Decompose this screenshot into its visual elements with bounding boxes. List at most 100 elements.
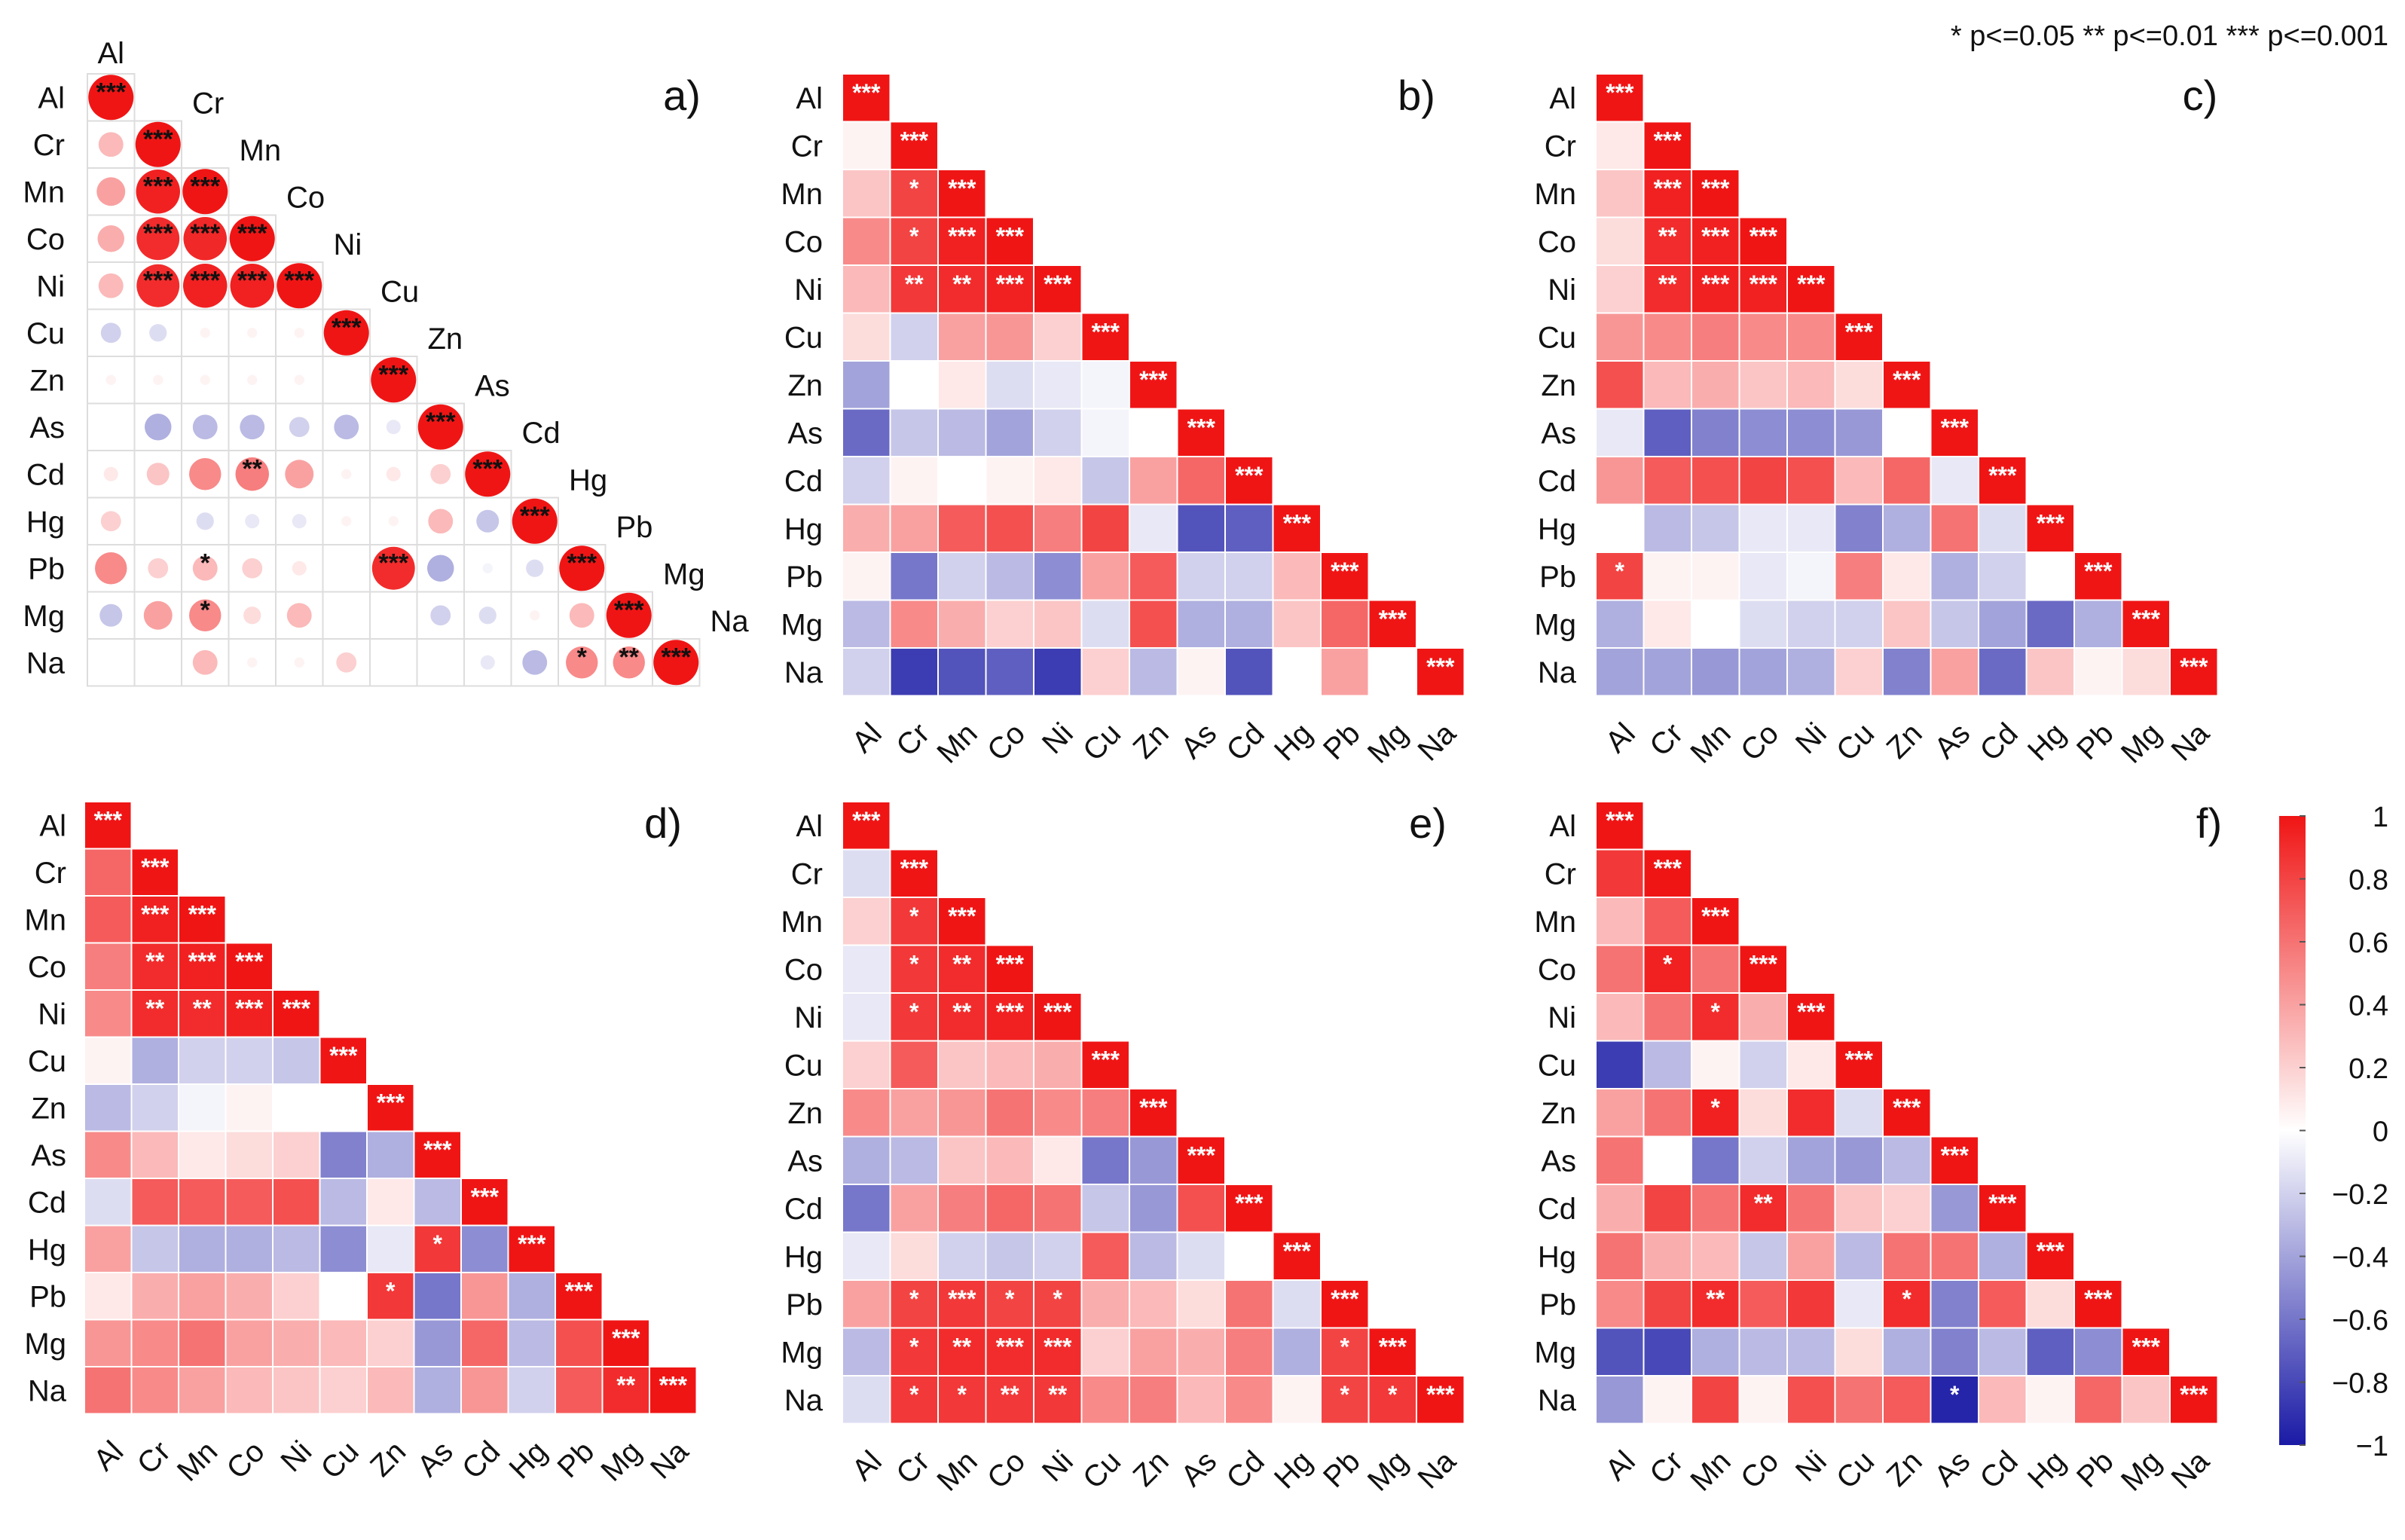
heatmap-cell: [889, 552, 939, 601]
column-label: Al: [97, 37, 124, 70]
heatmap-cell: [889, 503, 939, 553]
heatmap-cell: [1176, 1184, 1226, 1233]
correlation-circle: [240, 414, 265, 440]
heatmap-cell: [1320, 552, 1370, 601]
heatmap-cell: [178, 1272, 227, 1321]
heatmap-cell: [1834, 1088, 1884, 1138]
row-label: Mn: [781, 906, 823, 939]
column-label: Na: [1411, 1444, 1462, 1496]
row-label: Pb: [786, 1288, 823, 1322]
significance-stars: ***: [237, 266, 267, 295]
heatmap-cell: [1272, 1375, 1322, 1425]
heatmap-cell: [1176, 1231, 1226, 1281]
heatmap-cell: [1595, 647, 1645, 697]
heatmap-cell: [1738, 647, 1788, 697]
row-label: Mn: [1534, 178, 1576, 211]
correlation-circle: [386, 420, 401, 435]
colorbar-tick-label: 1: [2373, 802, 2388, 833]
heatmap-cell: [1930, 552, 1979, 601]
correlation-circle: [242, 558, 263, 579]
row-label: As: [787, 417, 823, 450]
column-label: Cu: [1830, 1444, 1881, 1495]
significance-stars: ***: [377, 1089, 405, 1116]
heatmap-cell: [1643, 169, 1692, 218]
heatmap-cell: [1786, 1375, 1836, 1425]
heatmap-cell: [555, 1272, 604, 1321]
significance-stars: ***: [378, 360, 408, 389]
heatmap-cell: [366, 1224, 415, 1273]
heatmap-cell: [507, 1366, 556, 1415]
significance-stars: ***: [1750, 270, 1778, 298]
heatmap-cell: [1595, 992, 1645, 1042]
colorbar-tick-label: −1: [2356, 1431, 2388, 1462]
heatmap-cell: [1834, 1135, 1884, 1185]
correlation-circle: [100, 511, 121, 532]
correlation-circle: [344, 378, 348, 382]
heatmap-cell: [889, 1231, 939, 1281]
row-label: Co: [1538, 953, 1576, 986]
heatmap-cell: [1224, 1375, 1274, 1425]
column-label: Na: [1411, 717, 1462, 768]
colorbar-tick-label: 0.8: [2348, 865, 2388, 897]
heatmap-cell: [2025, 552, 2075, 601]
heatmap-cell: [1978, 1184, 2028, 1233]
significance-stars: *: [1005, 1285, 1015, 1312]
row-label: Ni: [794, 1001, 823, 1034]
significance-stars: ***: [1941, 414, 1970, 441]
heatmap-cell: [1595, 312, 1645, 362]
significance-stars: ***: [1845, 1046, 1874, 1073]
heatmap-cell: [1930, 1279, 1979, 1329]
column-label: Cr: [1643, 1444, 1689, 1490]
heatmap-cell: [1882, 456, 1932, 506]
heatmap-cell: [1978, 552, 2028, 601]
column-label: Mg: [1361, 1444, 1414, 1497]
column-label: Co: [220, 1435, 270, 1485]
heatmap-cell: [1834, 647, 1884, 697]
column-label: Na: [2165, 717, 2216, 768]
heatmap-cell: [2025, 599, 2075, 649]
column-label: Zn: [1127, 1444, 1175, 1493]
significance-stars: ***: [2084, 1285, 2113, 1312]
heatmap-cell: [889, 848, 939, 898]
heatmap-cell: [2169, 647, 2219, 697]
row-label: Ni: [1548, 273, 1576, 307]
heatmap-cell: [1738, 1327, 1788, 1377]
panel-b: b)******* **** *** ***** ** *** **************…: [781, 72, 1465, 770]
heatmap-cell: [1691, 647, 1740, 697]
significance-legend: * p<=0.05 ** p<=0.01 *** p<=0.001: [1951, 20, 2388, 52]
heatmap-cell: [889, 312, 939, 362]
heatmap-cell: [1834, 552, 1884, 601]
significance-stars: ***: [1797, 998, 1826, 1025]
correlation-circle: [427, 555, 454, 582]
heatmap-cell: [225, 1083, 274, 1132]
correlation-circle: [294, 657, 304, 668]
significance-stars: ***: [143, 125, 173, 154]
significance-stars: ***: [1092, 1046, 1120, 1073]
row-label: Mg: [781, 608, 823, 641]
heatmap-cell: [178, 942, 227, 991]
row-label: Co: [26, 223, 65, 256]
column-label: As: [1175, 717, 1223, 765]
row-label: Hg: [28, 1233, 66, 1267]
heatmap-cell: [1224, 552, 1274, 601]
heatmap-cell: [1643, 121, 1692, 170]
correlation-circle: [371, 546, 415, 590]
significance-stars: ***: [190, 172, 220, 200]
column-label: Ni: [1789, 1444, 1833, 1488]
heatmap-cell: [889, 456, 939, 506]
panel-label: d): [644, 799, 682, 847]
heatmap-cell: [1691, 1327, 1740, 1377]
heatmap-cell: [178, 1036, 227, 1085]
column-label: Zn: [1881, 1444, 1929, 1493]
heatmap-cell: [1643, 647, 1692, 697]
heatmap-cell: [1129, 408, 1178, 457]
heatmap-cell: [272, 1178, 321, 1227]
heatmap-cell: [1930, 1184, 1979, 1233]
correlation-circle: [344, 567, 348, 570]
heatmap-cell: [985, 1135, 1034, 1185]
heatmap-cell: [937, 944, 987, 994]
heatmap-cell: [1595, 216, 1645, 266]
heatmap-cell: [1033, 1184, 1083, 1233]
heatmap-cell: [1738, 1231, 1788, 1281]
